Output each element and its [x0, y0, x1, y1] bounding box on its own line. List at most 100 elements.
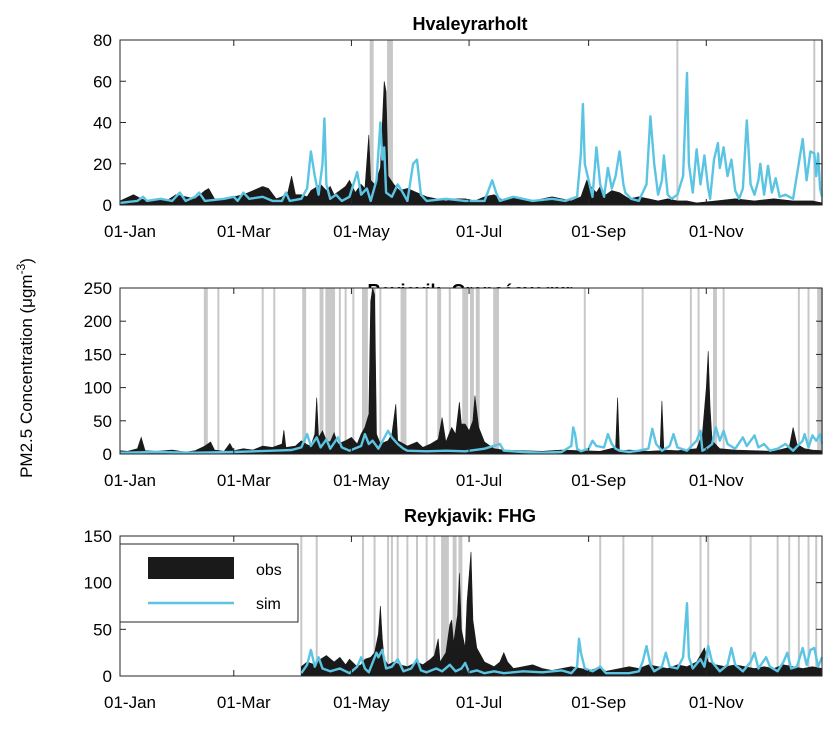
gap-band [776, 536, 779, 676]
legend-sim-label: sim [256, 596, 281, 613]
gap-band [788, 536, 791, 676]
y-tick-label: 50 [93, 412, 112, 431]
y-tick-label: 150 [84, 527, 112, 546]
x-tick-label: 01-Mar [217, 693, 271, 712]
gap-band [622, 536, 625, 676]
gap-band [583, 288, 586, 454]
panel-title: Hvaleyrarholt [412, 14, 527, 34]
gap-band [815, 536, 818, 676]
gap-band [319, 288, 324, 454]
x-tick-label: 01-Jan [104, 222, 156, 241]
x-tick-label: 01-Jul [456, 222, 502, 241]
y-tick-label: 0 [103, 445, 112, 464]
x-tick-label: 01-May [333, 693, 390, 712]
y-tick-label: 150 [84, 345, 112, 364]
x-tick-label: 01-May [333, 471, 390, 490]
gap-band [390, 536, 393, 676]
x-axis: 01-Jan 01-Mar 01-May 01-Jul 01-Sep 01-Nov [104, 40, 744, 241]
gap-band [203, 288, 208, 454]
x-tick-label: 01-Jul [456, 693, 502, 712]
sim-series-line [119, 71, 824, 205]
gap-band [817, 288, 823, 454]
x-axis: 01-Jan 01-Mar 01-May 01-Jul 01-Sep 01-Nov [104, 288, 744, 490]
y-axis: 0 50 100 150 200 250 [84, 279, 822, 464]
y-axis: 0 50 100 150 [84, 527, 822, 686]
gap-band [807, 536, 810, 676]
gap-band [352, 288, 355, 454]
panel-grensasvegur: Reyjavik: Grensásvegur 05010015020025001… [84, 279, 824, 490]
y-tick-label: 200 [84, 312, 112, 331]
x-axis: 01-Jan 01-Mar 01-May 01-Jul 01-Sep 01-Nov [104, 536, 744, 712]
gap-band [273, 288, 276, 454]
obs-series-area [119, 287, 823, 455]
legend-obs-swatch [148, 557, 234, 579]
y-axis: 0 20 40 60 80 [93, 31, 822, 215]
gap-band [475, 288, 480, 454]
y-tick-label: 40 [93, 114, 112, 133]
x-tick-label: 01-Mar [217, 471, 271, 490]
gap-band [400, 288, 407, 454]
panel-hvaleyrarholt: Hvaleyrarholt 0 20 40 60 80 01-Jan 01-Mar 01-Ma… [93, 14, 824, 241]
gap-band [651, 536, 654, 676]
gap-band [437, 288, 442, 454]
gap-band [699, 536, 702, 676]
gap-band [813, 40, 816, 205]
y-tick-label: 50 [93, 620, 112, 639]
gap-band [797, 536, 800, 676]
x-tick-label: 01-Jan [104, 471, 156, 490]
gap-band [797, 288, 800, 454]
x-tick-label: 01-Jan [104, 693, 156, 712]
y-axis-label-suffix: ) [17, 258, 36, 264]
gap-band [338, 288, 341, 454]
sim-series-line [300, 602, 824, 675]
gap-band [697, 288, 700, 454]
panel-title: Reykjavik: FHG [404, 506, 536, 526]
sim-series-line [119, 426, 824, 454]
gap-band [425, 536, 428, 676]
x-tick-label: 01-Mar [217, 222, 271, 241]
x-tick-label: 01-Sep [571, 693, 626, 712]
y-tick-label: 0 [103, 196, 112, 215]
gap-band [433, 536, 436, 676]
gap-band [217, 288, 220, 454]
y-tick-label: 100 [84, 379, 112, 398]
gap-band [325, 288, 336, 454]
y-tick-label: 20 [93, 155, 112, 174]
gap-band [807, 288, 810, 454]
x-tick-label: 01-Nov [689, 471, 744, 490]
y-tick-label: 250 [84, 279, 112, 298]
gap-band [441, 536, 449, 676]
gap-band [749, 536, 752, 676]
gap-band [599, 536, 602, 676]
y-axis-label-exponent: -3 [14, 263, 28, 274]
gap-band [641, 288, 644, 454]
gap-band [707, 536, 710, 676]
x-tick-label: 01-Jul [456, 471, 502, 490]
gap-band [406, 536, 409, 676]
gap-band [300, 536, 303, 676]
gap-band [676, 40, 679, 205]
gap-band [362, 288, 368, 454]
x-tick-label: 01-May [333, 222, 390, 241]
gap-band [387, 40, 393, 205]
gap-band [470, 288, 474, 454]
plot-area [120, 40, 822, 205]
y-tick-label: 60 [93, 72, 112, 91]
y-axis-label-prefix: PM2.5 Concentration ( [17, 308, 36, 478]
y-axis-label: PM2.5 Concentration (μgm-3) [14, 258, 36, 478]
gap-band [462, 288, 469, 454]
gap-band [396, 536, 399, 676]
x-tick-label: 01-Sep [571, 471, 626, 490]
gap-band [713, 288, 717, 454]
gap-band [448, 288, 451, 454]
y-axis-label-unit: μgm [17, 274, 36, 307]
gap-bands [203, 288, 823, 454]
gap-band [344, 288, 347, 454]
gap-band [722, 288, 725, 454]
gap-band [452, 536, 457, 676]
y-tick-label: 0 [103, 667, 112, 686]
gap-band [689, 288, 692, 454]
gap-band [315, 536, 318, 676]
axes-box [119, 287, 823, 455]
